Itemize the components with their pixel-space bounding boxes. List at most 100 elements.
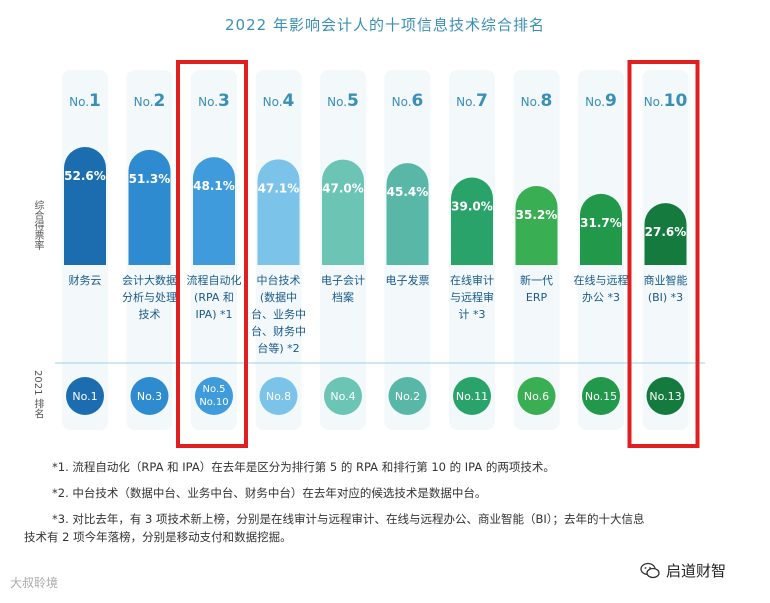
highlight-box — [627, 60, 700, 448]
rank-2021-label: No.3 — [137, 390, 162, 403]
rank-number: 7 — [476, 91, 488, 111]
value-label: 35.2% — [516, 208, 558, 222]
rank-2021-circle — [582, 377, 620, 415]
rank-prefix: No. — [456, 95, 476, 109]
category-label: 办公 *3 — [582, 291, 620, 304]
category-label: 在线审计 — [450, 273, 494, 287]
rank-2021-circle — [195, 377, 233, 415]
bar — [515, 186, 558, 265]
category-label: ERP — [526, 291, 548, 304]
category-label: 台、财务中 — [251, 324, 306, 338]
bar — [386, 163, 429, 265]
wechat-icon — [640, 562, 660, 578]
category-label: (数据中 — [260, 290, 297, 304]
rank-2021-circle — [130, 377, 169, 415]
category-label: 分析与处理 — [122, 290, 177, 304]
rank-2021-label: No.2 — [395, 390, 420, 403]
chart-title: 2022 年影响会计人的十项信息技术综合排名 — [225, 16, 545, 34]
category-label: 电子会计 — [321, 274, 365, 287]
category-label: 台、业务中 — [251, 307, 306, 321]
rank-2021-circle — [646, 377, 685, 415]
value-label: 31.7% — [580, 216, 622, 230]
category-label: 档案 — [332, 290, 354, 304]
rank-2021-label: No.13 — [649, 390, 681, 403]
category-label: 电子发票 — [386, 273, 430, 287]
rank-2021-circle — [453, 377, 491, 415]
rank-2021-circle — [324, 377, 362, 415]
rank-label: No.6 — [392, 91, 424, 111]
rank-prefix: No. — [585, 95, 605, 109]
category-label: 与远程审 — [450, 290, 494, 304]
ranking-chart: No.152.6%财务云No.1No.251.3%会计大数据分析与处理技术No.… — [55, 60, 705, 448]
rank-prefix: No. — [134, 95, 154, 109]
rank-prefix: No. — [69, 95, 89, 109]
bar — [580, 193, 622, 265]
rank-2021-label: No.10 — [199, 397, 228, 408]
rank-2021-label: No.1 — [72, 390, 97, 403]
rank-label: No.5 — [327, 91, 359, 111]
bar — [128, 149, 171, 265]
category-label: 新一代 — [520, 273, 553, 287]
bar — [322, 159, 364, 265]
rank-number: 8 — [541, 91, 553, 111]
category-label: (RPA 和 — [194, 291, 234, 304]
rank-prefix: No. — [392, 95, 412, 109]
rank-prefix: No. — [327, 95, 347, 109]
value-label: 27.6% — [645, 225, 687, 239]
rank-label: No.8 — [521, 91, 553, 111]
rank-label: No.9 — [585, 91, 617, 111]
brand-name: 启道财智 — [666, 562, 727, 580]
rank-2021-label: No.8 — [266, 390, 291, 403]
highlight-box — [176, 60, 248, 448]
watermark-text: 大叔聆境 — [10, 576, 59, 590]
rank-number: 2 — [154, 91, 166, 111]
rank-prefix: No. — [263, 95, 283, 109]
bar — [257, 159, 300, 265]
rank-label: No.10 — [644, 91, 688, 111]
value-label: 39.0% — [451, 200, 493, 214]
bar — [451, 177, 493, 265]
y-axis-label: 综合得票率 — [32, 200, 43, 250]
rank-2021-circle — [259, 377, 298, 415]
footnote-1: *1. 流程自动化（RPA 和 IPA）在去年是区分为排行第 5 的 RPA 和… — [52, 460, 555, 474]
footnote-3-continued: 技术有 2 项今年落榜，分别是移动支付和数据挖掘。 — [24, 530, 292, 544]
value-label: 47.0% — [322, 182, 364, 196]
footnote-2: *2. 中台技术（数据中台、业务中台、财务中台）在去年对应的候选技术是数据中台。 — [52, 486, 487, 500]
rank-2021-circle — [388, 377, 427, 415]
rank-2021-label: No.5 — [203, 384, 226, 395]
rank-2021-label: No.6 — [524, 390, 549, 403]
rank-prefix: No. — [198, 95, 218, 109]
bar — [644, 203, 687, 265]
category-label: 财务云 — [69, 273, 102, 287]
category-label: IPA) *1 — [196, 308, 233, 321]
rank-number: 1 — [89, 91, 101, 111]
bar — [193, 157, 235, 265]
category-label: 台等) *2 — [257, 341, 299, 355]
category-label: 技术 — [139, 308, 161, 321]
category-label: 在线与远程 — [574, 273, 629, 287]
value-label: 52.6% — [64, 169, 106, 183]
brand-logo: 启道财智 — [640, 560, 726, 581]
category-label: 会计大数据 — [122, 273, 177, 287]
category-label: 中台技术 — [257, 273, 301, 287]
rank-label: No.2 — [134, 91, 166, 111]
rank-number: 6 — [412, 91, 424, 111]
rank-number: 10 — [664, 91, 688, 111]
rank-number: 9 — [605, 91, 617, 111]
rank-number: 4 — [283, 91, 295, 111]
category-label: 计 *3 — [459, 308, 486, 321]
rank-2021-label: No.4 — [330, 390, 355, 403]
rank-2021-label: No.11 — [456, 390, 488, 403]
rank-prefix: No. — [644, 95, 664, 109]
category-label: (BI) *3 — [648, 291, 683, 304]
rank-label: No.4 — [263, 91, 295, 111]
footnote-3: *3. 对比去年，有 3 项技术新上榜，分别是在线审计与远程审计、在线与远程办公… — [52, 512, 645, 526]
rank-2021-circle — [517, 377, 556, 415]
value-label: 47.1% — [258, 181, 300, 195]
value-label: 45.4% — [387, 185, 429, 199]
rank-label: No.7 — [456, 91, 488, 111]
value-label: 48.1% — [193, 179, 235, 193]
row-2021-label: 2021 排名 — [32, 370, 43, 419]
rank-label: No.3 — [198, 91, 230, 111]
rank-label: No.1 — [69, 91, 101, 111]
